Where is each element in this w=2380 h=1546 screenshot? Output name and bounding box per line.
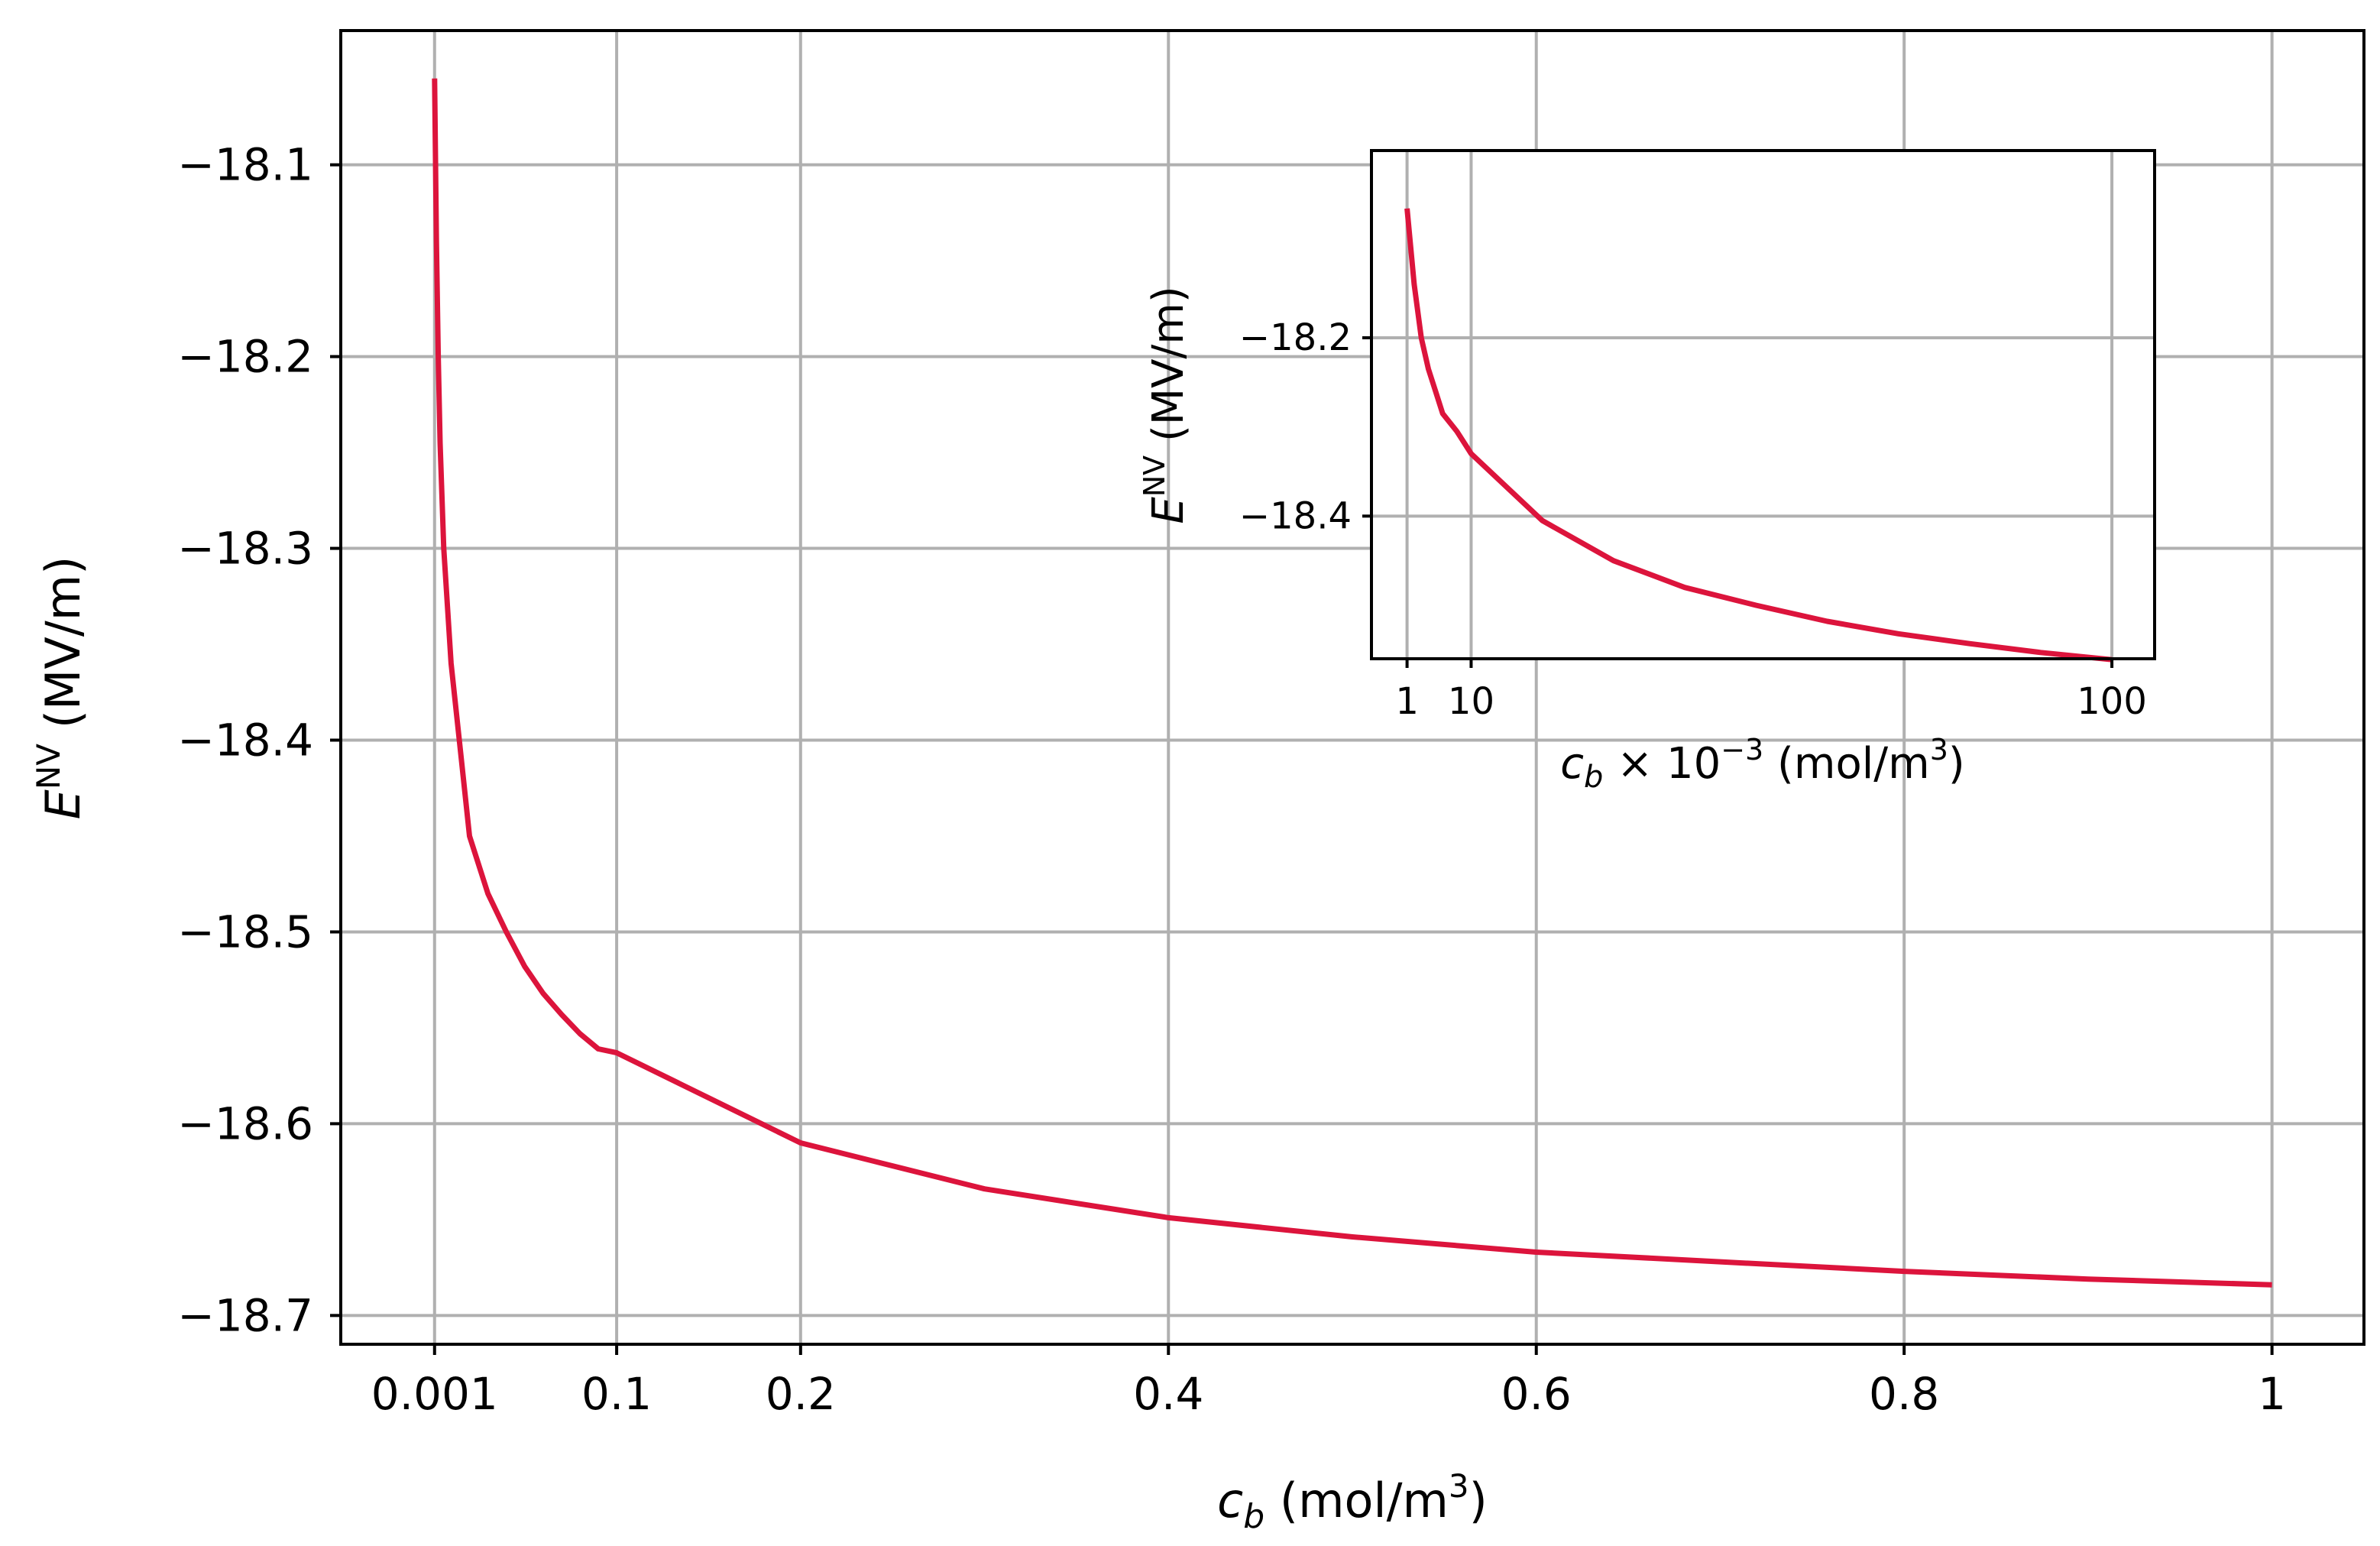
inset-tick-labels: 1 10 100 −18.2 −18.4 — [1239, 316, 2147, 723]
main-plot: 0.001 0.1 0.2 0.4 0.6 0.8 1 −18.1 −18.2 −18.3 −18.… — [30, 29, 2365, 1536]
inset-plot: 1 10 100 −18.2 −18.4 cb × 10−3 (mol/m3) ENV … — [1138, 149, 2156, 795]
main-series-line — [432, 78, 2272, 1288]
main-x-tick-label: 0.4 — [1133, 1368, 1203, 1420]
inset-x-tick-label: 1 — [1395, 680, 1419, 723]
main-y-tick-label: −18.1 — [177, 139, 313, 191]
main-series — [432, 78, 2272, 1288]
inset-background — [1371, 151, 2155, 659]
main-x-tick-label: 0.001 — [371, 1368, 498, 1420]
main-y-tick-label: −18.6 — [177, 1097, 313, 1149]
inset-ticks — [1362, 336, 2114, 668]
main-plot-frame — [339, 29, 2365, 1346]
main-x-tick-label: 0.2 — [766, 1368, 836, 1420]
main-y-tick-label: −18.5 — [177, 906, 313, 958]
main-x-axis-label: cb (mol/m3) — [1217, 1467, 1488, 1536]
main-y-tick-label: −18.2 — [177, 331, 313, 383]
inset-series — [1404, 208, 2113, 663]
main-y-tick-label: −18.7 — [177, 1289, 313, 1341]
main-x-tick-label: 0.1 — [581, 1368, 652, 1420]
inset-y-axis-label: ENV (MV/m) — [1138, 286, 1193, 523]
main-x-tick-label: 0.8 — [1869, 1368, 1939, 1420]
main-ticks — [330, 163, 2274, 1355]
inset-plot-frame — [1370, 149, 2156, 660]
main-y-tick-label: −18.4 — [177, 715, 313, 767]
main-y-axis-label: ENV (MV/m) — [30, 556, 91, 820]
inset-series-line — [1404, 208, 2113, 663]
inset-x-tick-label: 10 — [1448, 680, 1494, 723]
main-x-tick-label: 1 — [2258, 1368, 2286, 1420]
inset-y-tick-label: −18.4 — [1239, 494, 1352, 537]
inset-x-tick-label: 100 — [2077, 680, 2147, 723]
inset-x-axis-label: cb × 10−3 (mol/m3) — [1560, 733, 1964, 795]
main-tick-labels: 0.001 0.1 0.2 0.4 0.6 0.8 1 −18.1 −18.2 −18.3 −18.… — [177, 139, 2286, 1420]
main-x-tick-label: 0.6 — [1501, 1368, 1572, 1420]
inset-y-tick-label: −18.2 — [1239, 316, 1352, 359]
inset-grid — [1371, 151, 2155, 659]
main-y-tick-label: −18.3 — [177, 523, 313, 575]
